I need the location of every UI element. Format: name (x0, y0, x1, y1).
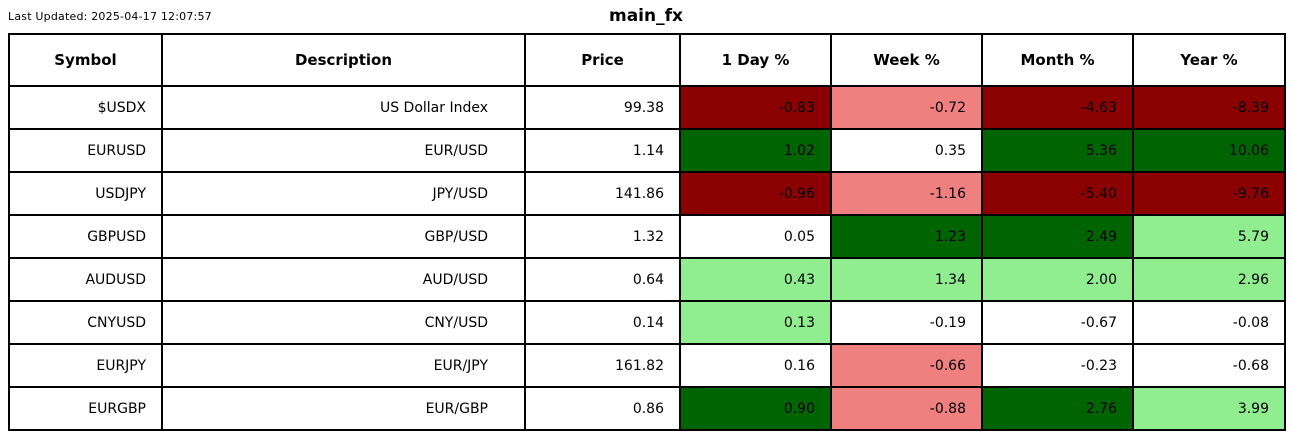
description-cell: US Dollar Index (161, 85, 526, 130)
table-row: USDJPY JPY/USD 141.86 -0.96 -1.16 -5.40 … (8, 171, 1286, 216)
price-cell: 1.32 (524, 214, 681, 259)
last-updated-label: Last Updated: 2025-04-17 12:07:57 (8, 10, 212, 23)
header-row: Symbol Description Price 1 Day % Week % … (8, 33, 1286, 87)
pct-1day-cell: 0.16 (679, 343, 832, 388)
pct-1day-cell: 1.02 (679, 128, 832, 173)
fx-table: Symbol Description Price 1 Day % Week % … (8, 33, 1286, 431)
price-cell: 0.14 (524, 300, 681, 345)
symbol-cell: EURUSD (8, 128, 163, 173)
pct-year-cell: 2.96 (1132, 257, 1286, 302)
pct-month-cell: 2.76 (981, 386, 1134, 431)
col-header-1day: 1 Day % (679, 33, 832, 87)
description-cell: GBP/USD (161, 214, 526, 259)
pct-year-cell: -0.08 (1132, 300, 1286, 345)
price-cell: 0.86 (524, 386, 681, 431)
pct-year-cell: 5.79 (1132, 214, 1286, 259)
description-cell: EUR/GBP (161, 386, 526, 431)
pct-month-cell: 2.49 (981, 214, 1134, 259)
pct-month-cell: -5.40 (981, 171, 1134, 216)
figure-title: main_fx (609, 6, 683, 26)
pct-year-cell: 3.99 (1132, 386, 1286, 431)
col-header-description: Description (161, 33, 526, 87)
pct-month-cell: -0.23 (981, 343, 1134, 388)
table-row: $USDX US Dollar Index 99.38 -0.83 -0.72 … (8, 85, 1286, 130)
pct-month-cell: -4.63 (981, 85, 1134, 130)
symbol-cell: AUDUSD (8, 257, 163, 302)
table-row: CNYUSD CNY/USD 0.14 0.13 -0.19 -0.67 -0.… (8, 300, 1286, 345)
description-cell: EUR/JPY (161, 343, 526, 388)
col-header-week: Week % (830, 33, 983, 87)
pct-month-cell: 2.00 (981, 257, 1134, 302)
pct-year-cell: -9.76 (1132, 171, 1286, 216)
pct-year-cell: 10.06 (1132, 128, 1286, 173)
symbol-cell: $USDX (8, 85, 163, 130)
price-cell: 1.14 (524, 128, 681, 173)
pct-1day-cell: 0.43 (679, 257, 832, 302)
pct-1day-cell: 0.90 (679, 386, 832, 431)
table-row: EURUSD EUR/USD 1.14 1.02 0.35 5.36 10.06 (8, 128, 1286, 173)
description-cell: EUR/USD (161, 128, 526, 173)
pct-week-cell: 0.35 (830, 128, 983, 173)
description-cell: CNY/USD (161, 300, 526, 345)
symbol-cell: EURJPY (8, 343, 163, 388)
figure-topbar: Last Updated: 2025-04-17 12:07:57 main_f… (0, 0, 1292, 30)
pct-year-cell: -8.39 (1132, 85, 1286, 130)
pct-1day-cell: 0.13 (679, 300, 832, 345)
col-header-year: Year % (1132, 33, 1286, 87)
price-cell: 99.38 (524, 85, 681, 130)
symbol-cell: USDJPY (8, 171, 163, 216)
pct-1day-cell: -0.96 (679, 171, 832, 216)
symbol-cell: GBPUSD (8, 214, 163, 259)
table-row: EURGBP EUR/GBP 0.86 0.90 -0.88 2.76 3.99 (8, 386, 1286, 431)
table-row: AUDUSD AUD/USD 0.64 0.43 1.34 2.00 2.96 (8, 257, 1286, 302)
pct-month-cell: -0.67 (981, 300, 1134, 345)
pct-1day-cell: -0.83 (679, 85, 832, 130)
pct-year-cell: -0.68 (1132, 343, 1286, 388)
price-cell: 0.64 (524, 257, 681, 302)
pct-week-cell: -0.19 (830, 300, 983, 345)
pct-1day-cell: 0.05 (679, 214, 832, 259)
description-cell: JPY/USD (161, 171, 526, 216)
pct-week-cell: -0.72 (830, 85, 983, 130)
col-header-price: Price (524, 33, 681, 87)
col-header-symbol: Symbol (8, 33, 163, 87)
table-row: GBPUSD GBP/USD 1.32 0.05 1.23 2.49 5.79 (8, 214, 1286, 259)
col-header-month: Month % (981, 33, 1134, 87)
pct-week-cell: -1.16 (830, 171, 983, 216)
pct-week-cell: -0.88 (830, 386, 983, 431)
table-row: EURJPY EUR/JPY 161.82 0.16 -0.66 -0.23 -… (8, 343, 1286, 388)
pct-week-cell: -0.66 (830, 343, 983, 388)
symbol-cell: EURGBP (8, 386, 163, 431)
pct-week-cell: 1.23 (830, 214, 983, 259)
symbol-cell: CNYUSD (8, 300, 163, 345)
pct-week-cell: 1.34 (830, 257, 983, 302)
pct-month-cell: 5.36 (981, 128, 1134, 173)
description-cell: AUD/USD (161, 257, 526, 302)
price-cell: 161.82 (524, 343, 681, 388)
price-cell: 141.86 (524, 171, 681, 216)
